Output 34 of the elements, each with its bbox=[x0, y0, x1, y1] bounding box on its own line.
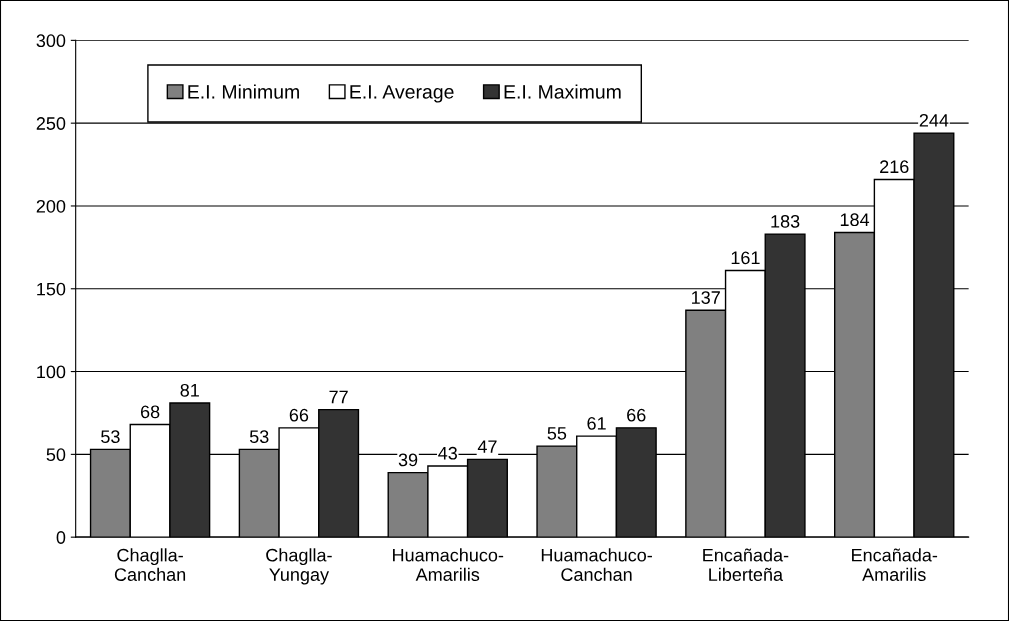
data-label: 244 bbox=[919, 113, 949, 127]
data-label: 81 bbox=[180, 383, 199, 397]
data-label: 66 bbox=[627, 408, 646, 422]
legend-label: E.I. Maximum bbox=[504, 84, 621, 99]
y-tick-label: 200 bbox=[36, 199, 66, 213]
data-label: 39 bbox=[398, 453, 418, 467]
x-tick-label: Chaglla- Canchan bbox=[114, 548, 186, 581]
data-label: 161 bbox=[731, 251, 760, 265]
data-label: 216 bbox=[880, 160, 909, 174]
legend-label: E.I. Minimum bbox=[188, 84, 299, 99]
data-label: 43 bbox=[438, 446, 457, 460]
y-tick-label: 50 bbox=[46, 448, 66, 462]
legend-label: E.I. Average bbox=[350, 85, 454, 103]
x-tick-label: Huamachuco- Amarilis bbox=[393, 548, 504, 581]
data-label: 184 bbox=[840, 213, 870, 227]
x-tick-label: Huamachuco- Canchan bbox=[541, 548, 652, 581]
y-tick-label: 300 bbox=[36, 34, 66, 48]
data-label: 53 bbox=[101, 430, 120, 444]
x-tick-label: Encañada- Amarilis bbox=[852, 548, 938, 581]
y-tick-label: 150 bbox=[37, 282, 66, 296]
data-label: 183 bbox=[771, 214, 800, 228]
data-label: 55 bbox=[547, 427, 567, 440]
data-label: 53 bbox=[249, 430, 269, 444]
data-label: 137 bbox=[692, 291, 720, 304]
data-label: 66 bbox=[289, 408, 309, 422]
data-label: 68 bbox=[140, 405, 160, 419]
data-label: 47 bbox=[477, 440, 497, 453]
y-tick-label: 0 bbox=[56, 531, 66, 544]
y-tick-label: 100 bbox=[37, 365, 66, 379]
data-label: 77 bbox=[329, 390, 348, 404]
y-tick-label: 250 bbox=[36, 117, 66, 130]
data-label: 61 bbox=[587, 417, 606, 430]
x-tick-label: Chaglla- Yungay bbox=[266, 548, 332, 585]
x-tick-label: Encañada- Liberteña bbox=[703, 548, 789, 581]
